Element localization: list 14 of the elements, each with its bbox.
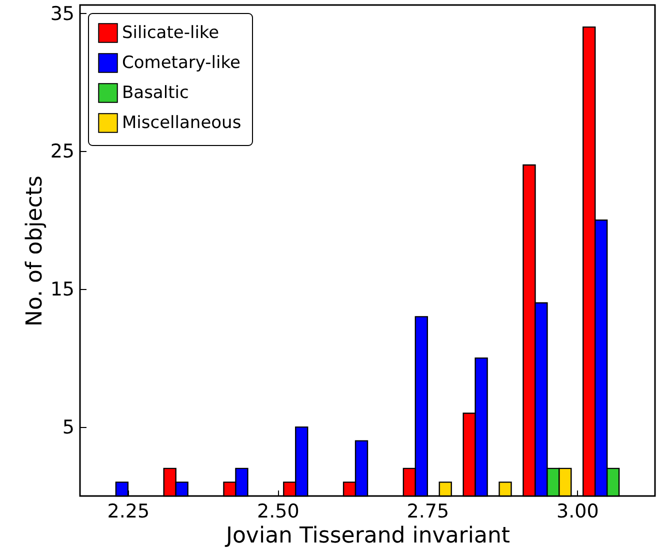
- y-tick-label: 25: [50, 140, 74, 163]
- legend-label: Miscellaneous: [122, 113, 242, 133]
- x-tick-label: 2.50: [257, 500, 300, 522]
- legend-label: Basaltic: [122, 83, 189, 103]
- y-tick-label: 15: [50, 278, 74, 301]
- x-tick-label: 2.75: [406, 500, 450, 522]
- x-axis-title: Jovian Tisserand invariant: [224, 524, 510, 548]
- x-tick-label: 2.25: [107, 500, 150, 522]
- x-tick-label: 3.00: [556, 500, 599, 522]
- legend-label: Cometary-like: [122, 53, 240, 73]
- y-axis-title: No. of objects: [22, 176, 48, 326]
- y-tick-label: 35: [50, 2, 74, 25]
- legend-label: Silicate-like: [122, 23, 220, 43]
- y-tick-label: 5: [62, 416, 74, 439]
